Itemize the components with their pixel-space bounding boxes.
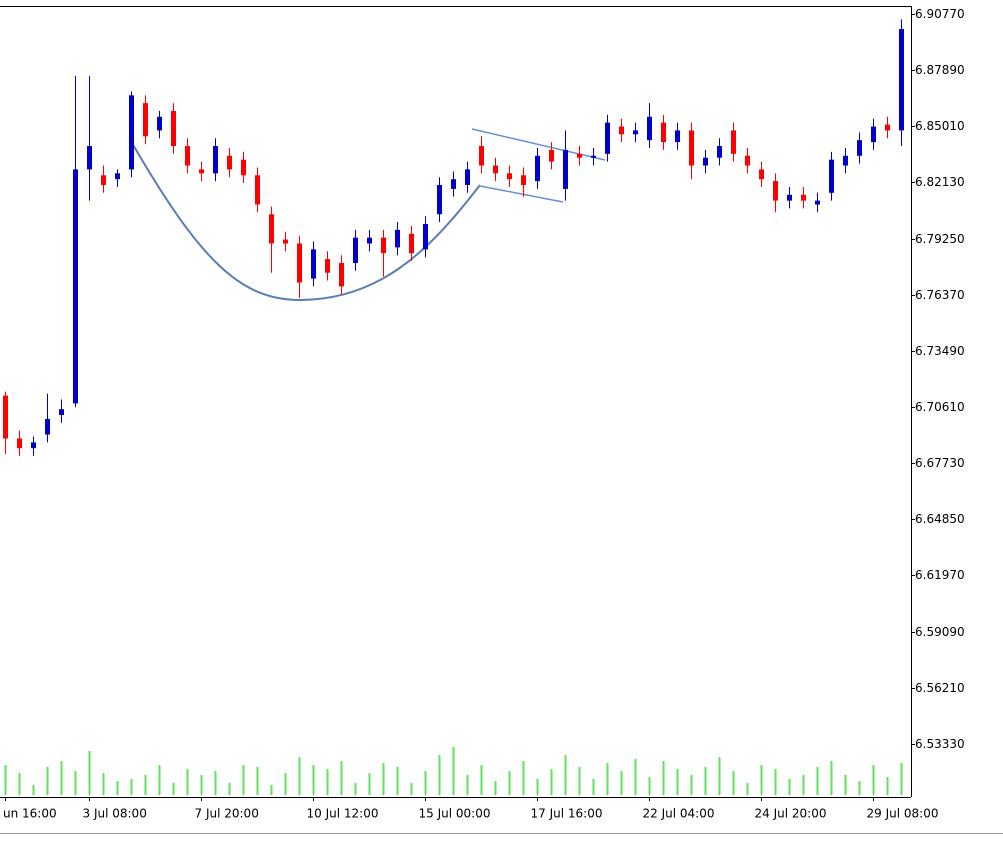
candle-body: [31, 442, 36, 449]
candle-body: [409, 233, 414, 254]
candle-body: [73, 169, 78, 404]
candle-body: [605, 122, 610, 154]
candle-body: [619, 126, 624, 135]
candle-body: [213, 146, 218, 174]
y-tick-label: 6.76370: [915, 288, 965, 302]
candle-body: [255, 175, 260, 205]
candle-body: [507, 173, 512, 180]
candle-body: [311, 249, 316, 279]
y-tick-label: 6.85010: [915, 119, 965, 133]
candle-body: [17, 438, 22, 449]
candle-body: [465, 169, 470, 186]
cup-curve: [131, 142, 481, 302]
candle-body: [871, 126, 876, 143]
y-tick-label: 6.67730: [915, 456, 965, 470]
flag-line: [471, 128, 606, 161]
candle-body: [479, 146, 484, 166]
y-tick-label: 6.59090: [915, 625, 965, 639]
y-tick-label: 6.64850: [915, 512, 965, 526]
y-tick-label: 6.73490: [915, 344, 965, 358]
candle-body: [423, 224, 428, 250]
candle-body: [773, 181, 778, 201]
candle-body: [185, 146, 190, 166]
y-tick-label: 6.79250: [915, 232, 965, 246]
x-tick-label: un 16:00: [3, 807, 57, 821]
candle-body: [717, 146, 722, 158]
candle-body: [759, 169, 764, 180]
candle-body: [563, 149, 568, 189]
candle-body: [227, 155, 232, 170]
candle-body: [801, 194, 806, 201]
candle-body: [661, 122, 666, 143]
x-tick-label: 29 Jul 08:00: [867, 807, 939, 821]
candle-body: [367, 237, 372, 244]
candle-body: [353, 237, 358, 263]
candle-body: [451, 179, 456, 189]
candle-body: [885, 124, 890, 131]
candle-body: [647, 116, 652, 141]
candle-body: [297, 243, 302, 283]
candle-body: [381, 237, 386, 254]
flag-line: [479, 185, 564, 203]
candle-body: [577, 153, 582, 158]
candle-body: [675, 130, 680, 143]
candle-body: [395, 229, 400, 248]
candle-body: [269, 214, 274, 244]
candle-body: [45, 418, 50, 435]
candle-body: [87, 146, 92, 170]
candle-body: [857, 140, 862, 156]
candle-body: [129, 95, 134, 170]
candle-body: [115, 173, 120, 180]
candle-body: [633, 130, 638, 135]
candle-body: [521, 175, 526, 186]
x-tick-label: 10 Jul 12:00: [307, 807, 379, 821]
candle-body: [689, 130, 694, 166]
candle-body: [787, 194, 792, 201]
candle-body: [703, 157, 708, 166]
candle-body: [157, 116, 162, 131]
y-tick-label: 6.61970: [915, 568, 965, 582]
x-tick-label: 7 Jul 20:00: [195, 807, 259, 821]
candle-body: [199, 169, 204, 174]
candle-body: [493, 165, 498, 174]
candle-body: [745, 155, 750, 166]
y-tick-label: 6.70610: [915, 400, 965, 414]
x-tick-label: 3 Jul 08:00: [83, 807, 147, 821]
candle-body: [731, 130, 736, 154]
candle-body: [549, 149, 554, 162]
x-tick-label: 22 Jul 04:00: [643, 807, 715, 821]
y-tick-label: 6.82130: [915, 175, 965, 189]
candle-body: [3, 395, 8, 439]
x-tick-label: 17 Jul 16:00: [531, 807, 603, 821]
y-tick-label: 6.53330: [915, 737, 965, 751]
y-tick-label: 6.56210: [915, 681, 965, 695]
candle-body: [101, 175, 106, 186]
candle-body: [437, 185, 442, 215]
candle-body: [339, 262, 344, 287]
candle-body: [899, 29, 904, 131]
candle-body: [843, 155, 848, 166]
candle-body: [815, 200, 820, 205]
candle-body: [59, 409, 64, 416]
candle-body: [535, 155, 540, 182]
candle-body: [591, 155, 596, 158]
candle-body: [325, 259, 330, 273]
candle-body: [143, 103, 148, 137]
candle-body: [829, 159, 834, 193]
candle-body: [241, 159, 246, 176]
candle-body: [283, 239, 288, 244]
y-tick-label: 6.87890: [915, 63, 965, 77]
y-tick-label: 6.90770: [915, 7, 965, 21]
x-tick-label: 24 Jul 20:00: [755, 807, 827, 821]
candle-body: [171, 110, 176, 147]
x-tick-label: 15 Jul 00:00: [419, 807, 491, 821]
